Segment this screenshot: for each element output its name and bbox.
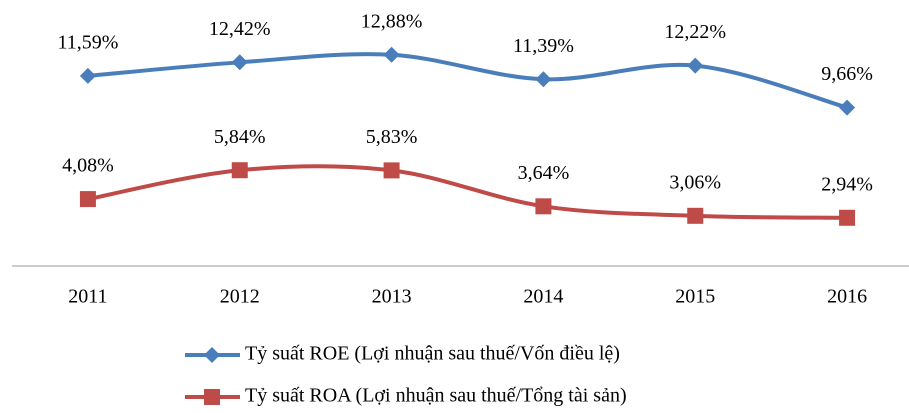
data-label: 9,66% — [821, 63, 873, 85]
x-tick-label: 2016 — [827, 286, 867, 308]
legend-label: Tỷ suất ROA (Lợi nhuận sau thuế/Tổng tài… — [245, 385, 627, 407]
series-line — [87, 164, 848, 220]
marker — [79, 67, 96, 84]
legend-marker — [204, 347, 220, 363]
series-line — [87, 52, 848, 110]
data-label: 3,64% — [518, 162, 570, 184]
x-tick-label: 2015 — [675, 286, 715, 308]
data-label: 12,22% — [664, 21, 726, 43]
data-label: 4,08% — [62, 155, 114, 177]
marker — [535, 71, 552, 88]
data-label: 3,06% — [669, 171, 721, 193]
data-label: 5,84% — [214, 126, 266, 148]
marker — [231, 54, 248, 71]
marker — [535, 198, 552, 215]
x-tick-label: 2012 — [220, 286, 260, 308]
marker — [687, 207, 704, 224]
x-tick-label: 2011 — [68, 286, 107, 308]
data-label: 11,59% — [57, 32, 118, 54]
data-label: 2,94% — [821, 173, 873, 195]
marker — [383, 46, 400, 63]
data-label: 11,39% — [513, 35, 574, 57]
data-label: 12,88% — [361, 10, 423, 32]
data-label: 12,42% — [209, 18, 271, 40]
marker — [79, 191, 96, 208]
marker — [687, 57, 704, 74]
legend-label: Tỷ suất ROE (Lợi nhuận sau thuế/Vốn điều… — [245, 343, 620, 365]
marker — [383, 162, 400, 179]
data-label: 5,83% — [366, 126, 418, 148]
x-tick-label: 2013 — [372, 286, 412, 308]
legend-marker — [204, 389, 220, 405]
marker — [231, 162, 248, 179]
marker — [839, 99, 856, 116]
x-tick-label: 2014 — [523, 286, 563, 308]
marker — [839, 209, 856, 226]
